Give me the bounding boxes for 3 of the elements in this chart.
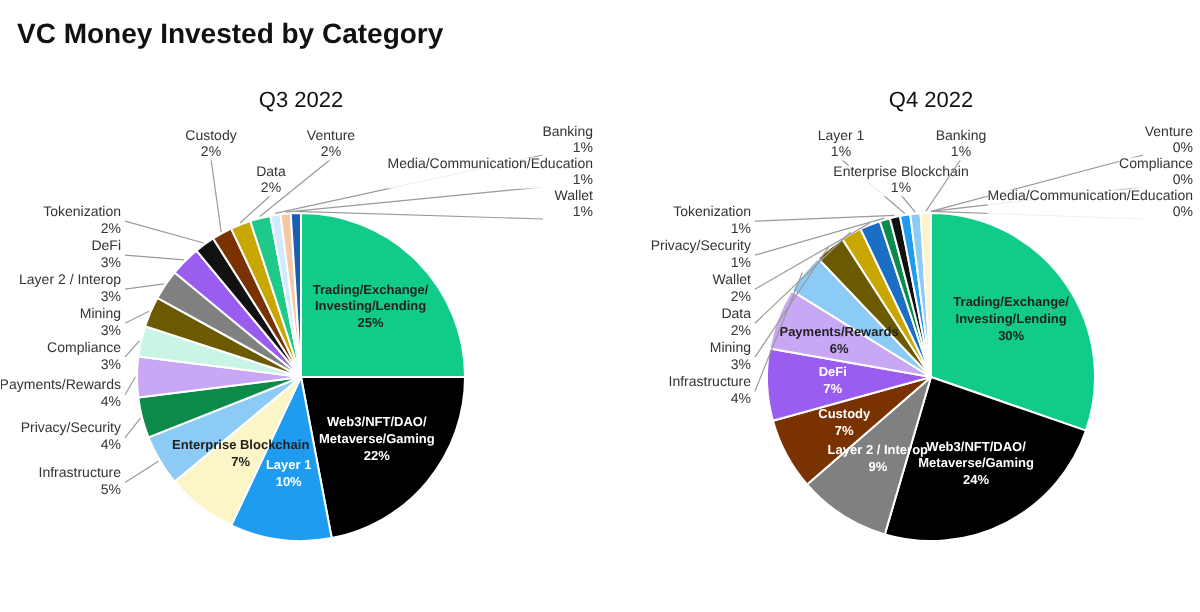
chart-subtitle: Q4 2022 <box>888 89 974 113</box>
chart-subtitle: Q3 2022 <box>258 89 344 113</box>
chart-title: VC Money Invested by Category <box>17 17 444 49</box>
